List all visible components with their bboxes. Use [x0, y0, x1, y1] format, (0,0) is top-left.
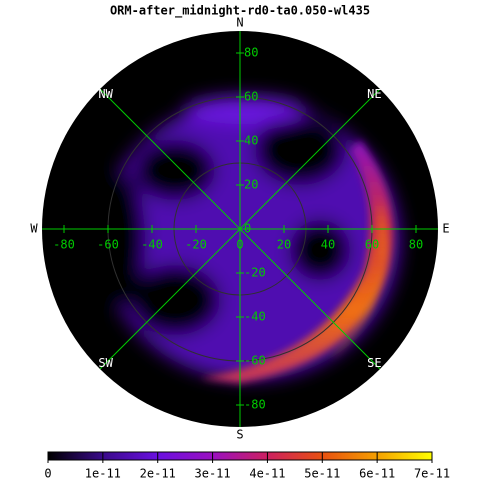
- direction-label: E: [442, 222, 449, 236]
- y-tick-label: 80: [244, 46, 258, 60]
- y-tick-label: 40: [244, 134, 258, 148]
- direction-label: S: [236, 428, 243, 442]
- direction-line: [239, 88, 381, 230]
- colorbar-tick-label: 3e-11: [195, 467, 231, 480]
- y-tick-label: -80: [244, 398, 266, 412]
- x-tick-label: 0: [236, 238, 243, 252]
- colorbar: [47, 451, 433, 461]
- direction-label: N: [236, 16, 243, 30]
- y-tick-label: -20: [244, 266, 266, 280]
- y-tick-label: 0: [244, 222, 251, 236]
- colorbar-tick-label: 2e-11: [140, 467, 176, 480]
- x-tick-label: 80: [409, 238, 423, 252]
- colorbar-tick-label: 7e-11: [414, 467, 450, 480]
- direction-line: [99, 88, 241, 230]
- colorbar-tick-label: 5e-11: [304, 467, 340, 480]
- x-tick-label: 60: [365, 238, 379, 252]
- y-tick-label: 20: [244, 178, 258, 192]
- direction-label: NW: [98, 87, 113, 101]
- direction-line: [99, 228, 241, 370]
- chart-title: ORM-after_midnight-rd0-ta0.050-wl435: [110, 4, 370, 19]
- colorbar-tick-label: 0: [44, 467, 51, 480]
- intensity-field: [95, 96, 400, 383]
- x-tick-label: -80: [53, 238, 75, 252]
- direction-label: W: [30, 222, 38, 236]
- y-tick-label: -60: [244, 354, 266, 368]
- x-tick-label: -40: [141, 238, 163, 252]
- colorbar-tick-label: 4e-11: [249, 467, 285, 480]
- colorbar-tick-label: 6e-11: [359, 467, 395, 480]
- direction-line: [239, 228, 381, 370]
- x-tick-label: 20: [277, 238, 291, 252]
- x-tick-label: -20: [185, 238, 207, 252]
- colorbar-tick-label: 1e-11: [85, 467, 121, 480]
- y-tick-label: -40: [244, 310, 266, 324]
- direction-label: SW: [98, 356, 113, 370]
- direction-label: SE: [367, 356, 381, 370]
- x-tick-label: -60: [97, 238, 119, 252]
- y-tick-label: 60: [244, 90, 258, 104]
- x-tick-label: 40: [321, 238, 335, 252]
- direction-label: NE: [367, 87, 381, 101]
